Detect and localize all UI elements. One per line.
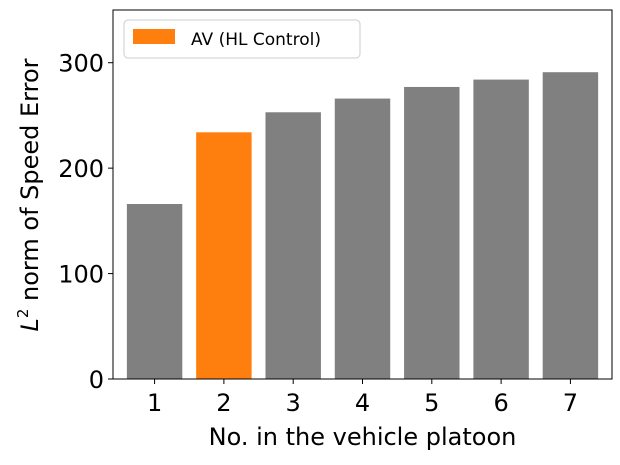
y-tick-label: 100 — [58, 261, 104, 289]
legend-box — [123, 19, 361, 59]
y-axis-label-l: L — [16, 318, 44, 331]
plot-frame — [112, 9, 613, 380]
y-tick-label: 200 — [58, 155, 104, 183]
x-tick-label: 5 — [424, 389, 439, 417]
bar-5 — [404, 86, 460, 379]
x-tick-label: 3 — [286, 389, 301, 417]
y-tick-label: 0 — [89, 366, 104, 394]
y-axis-label-superscript: 2 — [14, 309, 32, 319]
bar-1 — [126, 203, 183, 379]
y-axis-label-rest: norm of Speed Error — [16, 58, 44, 308]
bar-3 — [265, 112, 321, 379]
y-ticks: 0 100 200 300 — [58, 50, 113, 394]
legend-swatch — [133, 29, 175, 44]
bars-layer — [126, 72, 599, 380]
x-tick-label: 4 — [355, 389, 370, 417]
y-tick-label: 300 — [58, 50, 104, 78]
bar-6 — [473, 79, 529, 379]
x-ticks: 1 2 3 4 5 6 7 — [147, 379, 578, 417]
bar-4 — [334, 98, 391, 379]
legend: AV (HL Control) — [123, 19, 361, 59]
y-axis-label: L2 norm of Speed Error — [14, 58, 44, 331]
bar-2 — [196, 132, 252, 379]
x-tick-label: 1 — [147, 389, 162, 417]
x-axis-label: No. in the vehicle platoon — [209, 423, 517, 451]
x-tick-label: 7 — [563, 389, 578, 417]
bar-7 — [542, 72, 599, 380]
legend-label: AV (HL Control) — [191, 30, 321, 50]
x-tick-label: 6 — [493, 389, 508, 417]
x-tick-label: 2 — [216, 389, 231, 417]
